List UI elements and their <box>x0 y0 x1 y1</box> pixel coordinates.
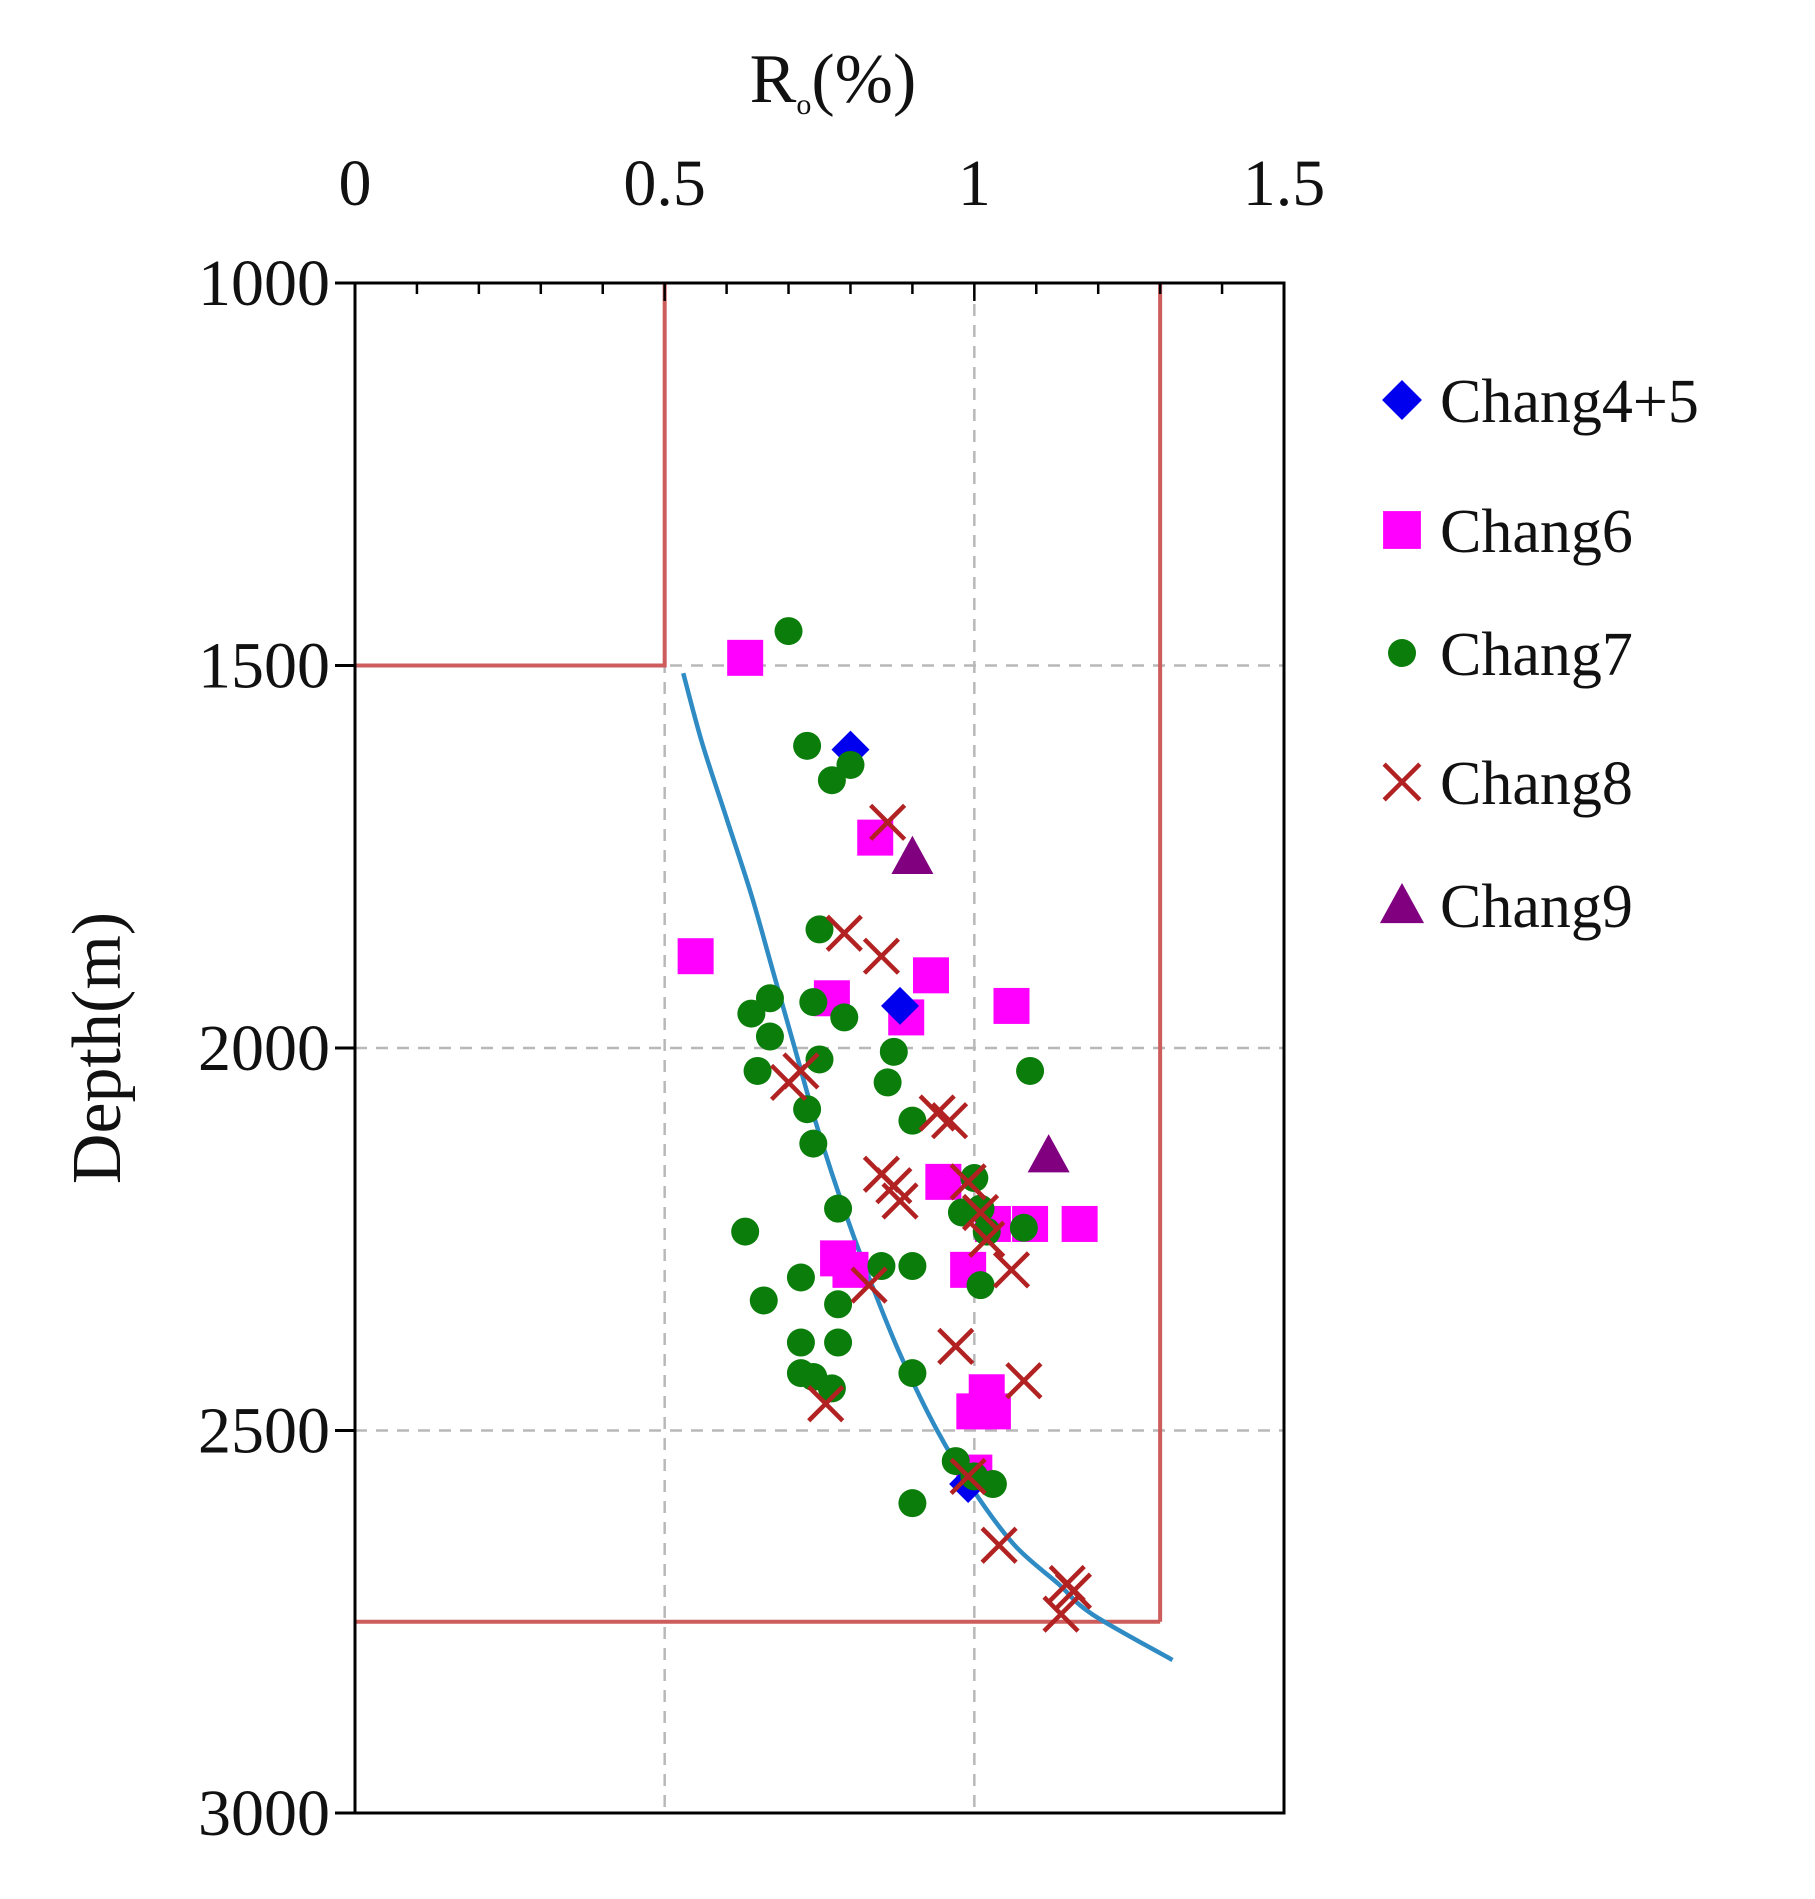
point-chang7 <box>1009 1213 1038 1242</box>
legend-item: Chang9 <box>1379 873 1633 941</box>
point-chang8 <box>807 1385 845 1423</box>
point-chang7 <box>755 1022 784 1051</box>
point-chang7 <box>731 1217 760 1246</box>
legend-marker-square <box>1383 511 1421 549</box>
point-chang8 <box>980 1526 1018 1564</box>
legend-item: Chang4+5 <box>1382 368 1699 436</box>
point-chang8 <box>918 1094 956 1132</box>
point-chang7 <box>805 915 834 944</box>
point-chang6 <box>727 639 764 676</box>
x-tick-label: 1 <box>958 147 991 220</box>
point-chang7 <box>799 988 828 1017</box>
point-chang7 <box>817 1374 846 1403</box>
point-chang7 <box>786 1263 815 1292</box>
point-chang9 <box>891 835 934 874</box>
x-axis-title: Ro(%) <box>750 41 917 121</box>
x-tick-label: 0 <box>339 147 372 220</box>
point-chang8 <box>937 1327 975 1365</box>
legend-item: Chang7 <box>1388 621 1633 689</box>
point-chang7 <box>786 1328 815 1357</box>
point-chang8 <box>968 1220 1006 1258</box>
legend-label: Chang4+5 <box>1440 368 1699 436</box>
y-axis-title: Depth(m) <box>59 912 136 1184</box>
point-chang8 <box>949 1457 987 1495</box>
legend-marker-circle <box>1388 639 1416 667</box>
point-chang7 <box>898 1489 927 1518</box>
point-chang8 <box>881 1182 919 1220</box>
point-chang8 <box>850 1266 888 1304</box>
point-chang7 <box>836 750 865 779</box>
point-chang4-5 <box>881 986 920 1025</box>
zone-boundaries <box>355 283 1163 1624</box>
point-chang7 <box>774 617 803 646</box>
y-tick-label: 1000 <box>198 247 330 320</box>
point-chang7 <box>805 1045 834 1074</box>
legend-item: Chang8 <box>1382 750 1633 818</box>
point-chang7 <box>743 1056 772 1085</box>
point-chang8 <box>949 1163 987 1201</box>
point-chang8 <box>769 1063 808 1102</box>
legend-label: Chang6 <box>1440 498 1633 566</box>
point-chang7 <box>830 1003 859 1032</box>
x-tick-label: 0.5 <box>623 147 706 220</box>
trend-curve-group <box>681 672 1174 1662</box>
point-chang6 <box>974 1393 1011 1430</box>
axis-ticks: 0 0.5 1 1.5 1000 1500 2000 2500 3000 <box>198 147 1325 1850</box>
point-chang7 <box>873 1068 902 1097</box>
point-chang7 <box>1016 1056 1045 1085</box>
x-tick-label: 1.5 <box>1243 147 1326 220</box>
point-chang8 <box>930 1102 969 1140</box>
point-chang7 <box>793 1095 822 1124</box>
point-chang7 <box>824 1328 853 1357</box>
point-chang9 <box>1027 1134 1070 1173</box>
point-chang6 <box>1061 1205 1098 1242</box>
point-chang8 <box>1005 1362 1043 1400</box>
point-chang7 <box>799 1129 828 1158</box>
trend-curve <box>681 672 1174 1662</box>
point-chang8 <box>825 914 863 952</box>
legend-marker-triangle <box>1379 882 1425 924</box>
point-chang8 <box>992 1251 1031 1289</box>
point-chang7 <box>879 1037 908 1066</box>
legend-label: Chang7 <box>1440 621 1633 689</box>
y-tick-label: 2500 <box>198 1395 330 1468</box>
point-chang7 <box>749 1286 778 1315</box>
point-chang7 <box>898 1359 927 1388</box>
legend-label: Chang9 <box>1440 873 1633 941</box>
legend-item: Chang6 <box>1383 498 1633 566</box>
point-chang7 <box>824 1194 853 1223</box>
point-chang7 <box>966 1271 995 1300</box>
point-chang8 <box>1054 1572 1093 1610</box>
point-chang7 <box>817 766 846 795</box>
point-chang7 <box>793 731 822 760</box>
point-chang8 <box>1042 1595 1080 1633</box>
point-chang6 <box>912 957 949 994</box>
point-chang7 <box>824 1290 853 1319</box>
point-chang7 <box>737 999 766 1028</box>
point-chang6 <box>993 987 1030 1024</box>
point-chang8 <box>862 937 901 975</box>
legend: Chang4+5 Chang6 Chang7 Chang8 Chang9 <box>1379 368 1699 941</box>
legend-marker-diamond <box>1382 380 1422 420</box>
y-tick-label: 2000 <box>198 1012 330 1085</box>
upper-zone-boundary <box>355 283 667 668</box>
point-chang8 <box>869 803 907 841</box>
legend-marker-x <box>1382 762 1422 802</box>
point-chang7 <box>898 1252 927 1281</box>
point-chang6 <box>832 1251 869 1288</box>
point-chang7 <box>966 1194 995 1223</box>
y-tick-label: 1500 <box>198 630 330 703</box>
scatter-points <box>677 617 1098 1633</box>
point-chang6 <box>677 938 714 975</box>
point-chang7 <box>867 1252 896 1281</box>
point-chang7 <box>755 984 784 1013</box>
legend-label: Chang8 <box>1440 750 1633 818</box>
y-tick-label: 3000 <box>198 1777 330 1850</box>
